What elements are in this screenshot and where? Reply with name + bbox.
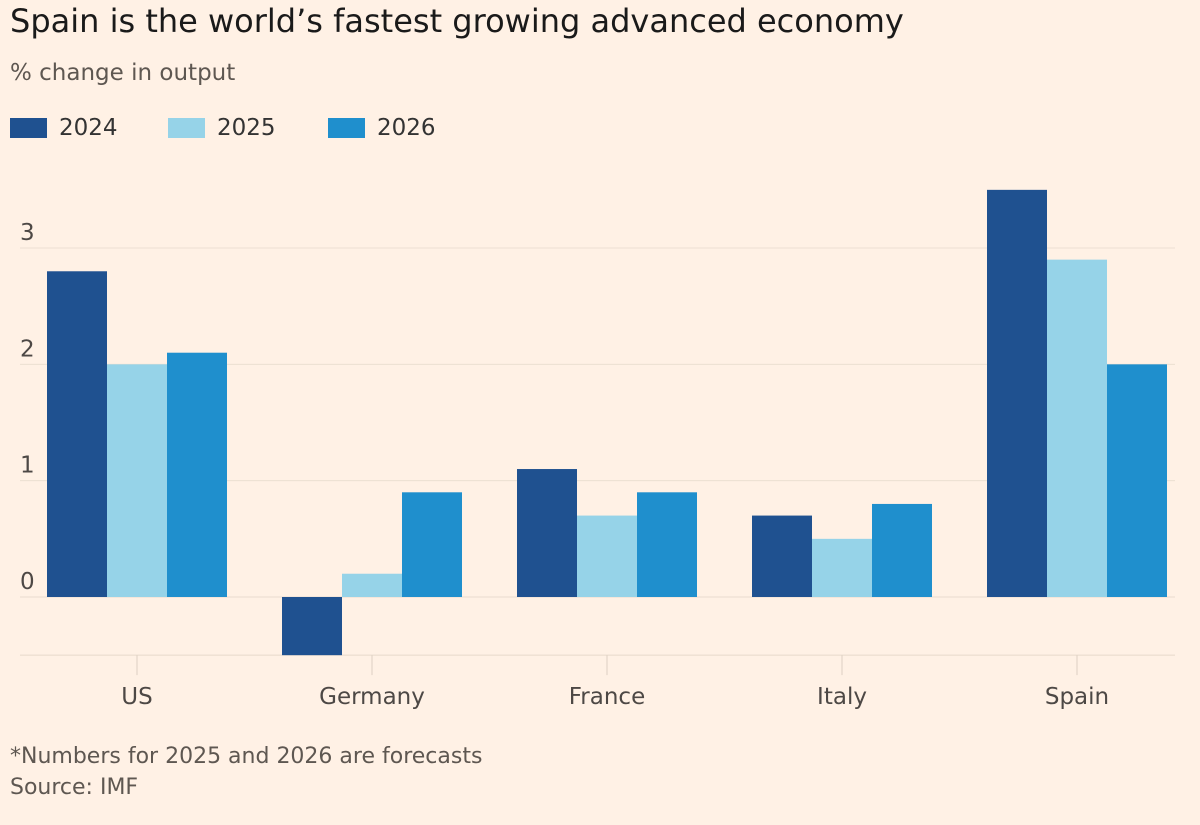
x-tick-label-germany: Germany <box>319 684 425 710</box>
chart-subtitle: % change in output <box>10 60 236 86</box>
bar-italy-2025 <box>812 538 872 597</box>
legend-item-2026: 2026 <box>328 113 436 143</box>
legend-swatch-2025 <box>168 118 205 138</box>
legend: 2024 2025 2026 <box>10 113 610 143</box>
chart-title: Spain is the world’s fastest growing adv… <box>10 2 904 40</box>
x-tick-label-spain: Spain <box>1045 684 1109 710</box>
legend-label-2024: 2024 <box>59 115 118 141</box>
x-tick-label-italy: Italy <box>817 684 867 710</box>
bar-france-2024 <box>517 469 577 597</box>
bar-italy-2024 <box>752 515 812 597</box>
bar-spain-2024 <box>987 189 1047 597</box>
legend-item-2024: 2024 <box>10 113 118 143</box>
source-note: Source: IMF <box>10 775 139 800</box>
x-tick-label-us: US <box>121 684 152 710</box>
bar-france-2026 <box>637 492 697 597</box>
y-tick-label-3: 3 <box>20 220 35 246</box>
bar-spain-2026 <box>1107 364 1167 597</box>
y-tick-label-1: 1 <box>20 453 35 479</box>
legend-label-2025: 2025 <box>217 115 276 141</box>
legend-label-2026: 2026 <box>377 115 436 141</box>
bar-us-2025 <box>107 364 167 597</box>
legend-swatch-2024 <box>10 118 47 138</box>
bar-us-2026 <box>167 352 227 597</box>
bar-spain-2025 <box>1047 259 1107 597</box>
legend-swatch-2026 <box>328 118 365 138</box>
footnote: *Numbers for 2025 and 2026 are forecasts <box>10 744 483 769</box>
bar-germany-2026 <box>402 492 462 597</box>
y-tick-label-2: 2 <box>20 336 35 362</box>
bar-germany-2024 <box>282 597 342 656</box>
bar-italy-2026 <box>872 503 932 597</box>
bar-us-2024 <box>47 271 107 597</box>
legend-item-2025: 2025 <box>168 113 276 143</box>
x-tick-label-france: France <box>569 684 645 710</box>
bar-germany-2025 <box>342 573 402 597</box>
y-tick-label-0: 0 <box>20 569 35 595</box>
bar-france-2025 <box>577 515 637 597</box>
